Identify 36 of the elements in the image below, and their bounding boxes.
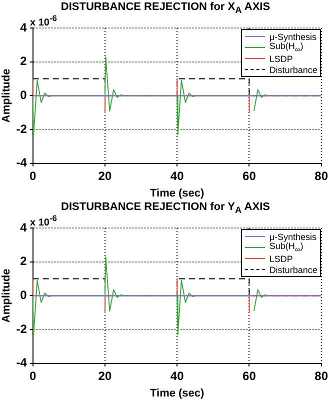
x-tick-label: 40 [170,368,184,383]
legend-label: LSDP [269,254,293,264]
x-axis-title: Time (sec) [150,387,205,400]
legend-label: Sub(H$_{∞}$) [269,241,304,254]
x-axis-title: Time (sec) [150,187,205,200]
legend-label: LSDP [269,54,293,64]
y-tick-label: -2 [16,122,28,136]
x-tick-label: 40 [170,168,184,183]
annotation: x 10$^{-6}$ [30,213,57,228]
y-tick-label: 0 [20,88,28,102]
x-tick-label: 20 [98,168,112,183]
legend-label: μ-Synthesis [269,232,317,242]
legend-label: Disturbance [269,264,318,274]
y-tick-label: 2 [20,254,28,268]
x-tick-label: 60 [242,368,256,383]
y-tick-label: -4 [16,356,28,370]
x-tick-label: 0 [30,168,37,183]
x-tick-label: 80 [314,368,328,383]
x-tick-label: 20 [98,368,112,383]
y-tick-label: 4 [20,20,28,34]
legend-label: μ-Synthesis [269,32,317,42]
x-tick-label: 60 [242,168,256,183]
legend-label: Disturbance [269,64,318,74]
annotation: x 10$^{-6}$ [30,13,57,28]
y-tick-label: 4 [20,220,28,234]
x-tick-label: 0 [30,368,37,383]
y-tick-label: 0 [20,288,28,302]
y-tick-label: -2 [16,322,28,336]
legend-label: Sub(H$_{∞}$) [269,41,304,54]
chart-title: DISTURBANCE REJECTION for Y$_{A}$ AXIS [61,201,270,216]
y-tick-label: -4 [16,156,28,170]
y-axis-title: Amplitude [0,68,13,123]
chart-title: DISTURBANCE REJECTION for X$_{A}$ AXIS [60,1,270,16]
y-tick-label: 2 [20,54,28,68]
y-axis-title: Amplitude [0,268,13,323]
x-tick-label: 80 [314,168,328,183]
